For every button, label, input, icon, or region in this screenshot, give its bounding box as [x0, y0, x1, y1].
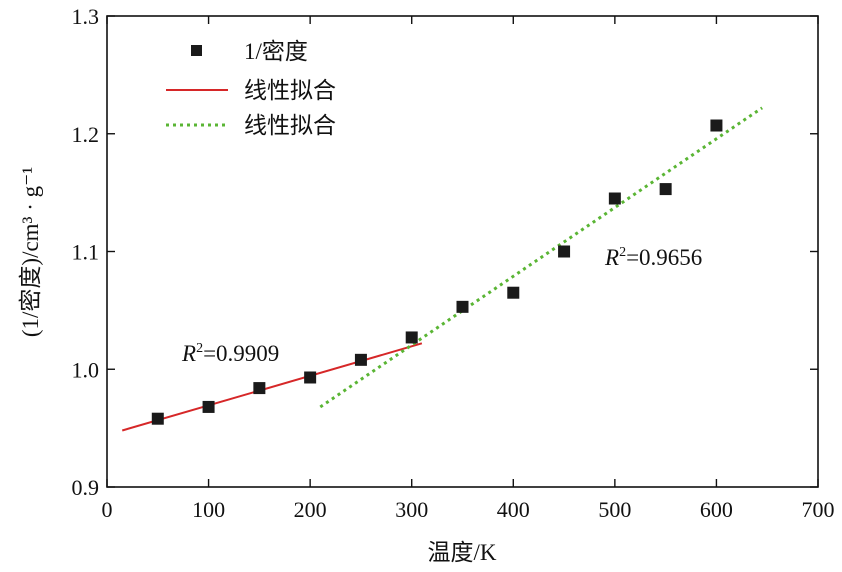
fit-line-solid	[121, 342, 423, 432]
y-tick-label: 1.1	[72, 240, 100, 265]
legend-label-2: 线性拟合	[244, 78, 336, 103]
data-point	[202, 400, 215, 413]
x-tick-label: 100	[192, 497, 225, 522]
x-tick-label: 600	[700, 497, 733, 522]
annotation-r2-left: R2=0.9909	[181, 341, 279, 366]
legend-label-3: 线性拟合	[244, 113, 336, 138]
y-tick-label: 1.3	[72, 4, 100, 29]
x-tick-label: 300	[395, 497, 428, 522]
x-tick-label: 500	[598, 497, 631, 522]
y-axis-title: (1/密度)/cm³ · g⁻¹	[18, 167, 43, 337]
data-point	[608, 192, 621, 205]
data-point	[354, 353, 367, 366]
y-tick-label: 1.2	[72, 122, 100, 147]
annotation-r2-right: R2=0.9656	[604, 245, 702, 270]
data-point	[405, 331, 418, 344]
x-axis-title: 温度/K	[428, 540, 497, 565]
data-point	[710, 119, 723, 132]
data-point	[304, 371, 317, 384]
plot-area	[121, 106, 763, 432]
data-point	[151, 412, 164, 425]
legend-label-1: 1/密度	[244, 39, 308, 64]
x-axis: 0 100 200 300 400 500 600 700	[102, 16, 835, 522]
data-point	[253, 382, 266, 395]
legend: 1/密度 线性拟合 线性拟合	[166, 39, 336, 138]
data-point	[456, 300, 469, 313]
data-point	[659, 183, 672, 196]
x-tick-label: 200	[294, 497, 327, 522]
data-point	[507, 286, 520, 299]
data-point	[558, 245, 571, 258]
y-tick-label: 1.0	[72, 357, 100, 382]
y-axis: 0.9 1.0 1.1 1.2 1.3	[72, 4, 818, 500]
legend-marker-square	[191, 45, 202, 56]
x-tick-label: 0	[102, 497, 113, 522]
fit-line-dotted	[319, 106, 763, 409]
plot-frame	[106, 15, 819, 488]
y-tick-label: 0.9	[72, 475, 100, 500]
x-tick-label: 700	[802, 497, 835, 522]
x-tick-label: 400	[497, 497, 530, 522]
